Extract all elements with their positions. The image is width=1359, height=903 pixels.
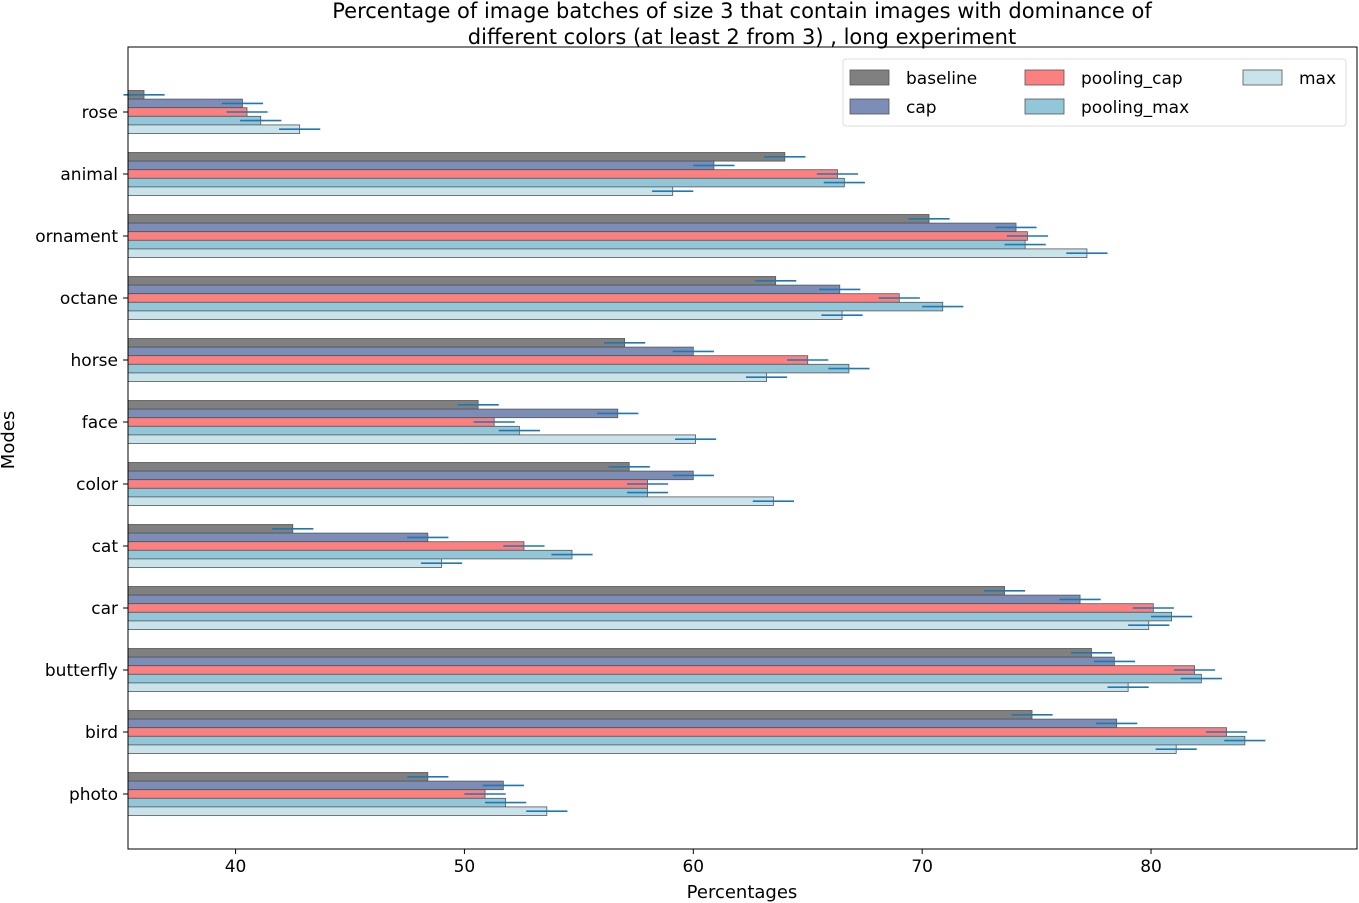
bar-baseline-animal: [127, 152, 786, 162]
y-tick-label: photo: [69, 785, 118, 805]
y-tick-label: color: [76, 475, 118, 495]
bar-baseline-horse: [127, 338, 626, 348]
x-axis-label: Percentages: [687, 882, 798, 903]
bar-max-color: [127, 496, 774, 506]
x-tick-label: 80: [1140, 857, 1162, 877]
bar-max-car: [127, 620, 1150, 630]
bar-pooling_cap-animal: [127, 169, 838, 179]
plot-area: 40 50 60 70 80 rose animal ornament octane horse f…: [35, 46, 1358, 877]
bar-pooling_cap-bird: [127, 727, 1227, 737]
bar-max-horse: [127, 372, 767, 382]
bar-cap-photo: [127, 780, 504, 791]
legend-label-max: max: [1299, 69, 1336, 89]
legend-label-pooling_cap: pooling_cap: [1081, 69, 1183, 89]
y-tick-label: octane: [60, 289, 118, 309]
bar-cap-color: [127, 470, 694, 481]
y-tick-label: cat: [92, 537, 119, 557]
bar-baseline-octane: [127, 276, 777, 286]
y-tick-label: rose: [82, 103, 118, 123]
bar-baseline-car: [127, 586, 1005, 596]
legend-swatch-max: [1242, 69, 1283, 86]
y-tick-label: bird: [85, 723, 118, 743]
bar-pooling_cap-cat: [127, 541, 525, 551]
bar-pooling_max-butterfly: [127, 673, 1202, 684]
bar-pooling_cap-face: [127, 417, 495, 427]
legend-label-cap: cap: [906, 98, 937, 118]
bar-baseline-color: [127, 462, 630, 472]
bar-baseline-photo: [127, 772, 429, 782]
y-tick-label: ornament: [35, 227, 118, 247]
bar-max-face: [127, 434, 696, 444]
y-tick-label: animal: [60, 165, 118, 185]
x-tick-label: 70: [911, 857, 933, 877]
x-tick-label: 40: [225, 857, 247, 877]
bar-max-octane: [127, 310, 843, 320]
y-axis-label: Modes: [0, 411, 19, 469]
bar-pooling_max-ornament: [127, 239, 1026, 250]
bar-pooling_max-animal: [127, 177, 845, 188]
bar-pooling_cap-horse: [127, 355, 809, 365]
bar-baseline-bird: [127, 710, 1033, 720]
bar-cap-butterfly: [127, 656, 1115, 667]
chart-title-line-1: Percentage of image batches of size 3 th…: [332, 0, 1152, 23]
bar-pooling_max-cat: [127, 549, 573, 560]
y-tick-label: car: [91, 599, 118, 619]
bar-cap-octane: [127, 284, 841, 295]
bar-max-animal: [127, 186, 674, 196]
bar-max-bird: [127, 744, 1177, 754]
bar-baseline-ornament: [127, 214, 930, 224]
legend-box: [842, 58, 1347, 127]
legend-label-pooling_max: pooling_max: [1081, 98, 1189, 118]
y-tick-label: butterfly: [45, 661, 118, 681]
y-tick-label: horse: [71, 351, 118, 371]
bar-cap-horse: [127, 346, 694, 357]
chart-title-line-2: different colors (at least 2 from 3) , l…: [468, 25, 1016, 49]
bar-pooling_max-color: [127, 487, 648, 498]
bar-max-ornament: [127, 248, 1088, 258]
legend-swatch-pooling_cap: [1024, 69, 1065, 86]
bar-cap-cat: [127, 532, 429, 543]
bar-pooling_cap-ornament: [127, 231, 1028, 241]
bar-pooling_max-octane: [127, 301, 944, 312]
bar-baseline-butterfly: [127, 648, 1092, 658]
bar-pooling_cap-butterfly: [127, 665, 1195, 675]
bar-pooling_max-photo: [127, 797, 507, 808]
bar-max-photo: [127, 806, 548, 816]
legend: baseline cap pooling_cap pooling_max max: [842, 58, 1347, 127]
bar-max-rose: [127, 124, 301, 134]
bar-pooling_cap-car: [127, 603, 1154, 613]
x-tick-label: 60: [682, 857, 704, 877]
bar-max-butterfly: [127, 682, 1129, 692]
bar-pooling_max-car: [127, 611, 1173, 622]
bar-cap-ornament: [127, 222, 1017, 233]
legend-swatch-baseline: [849, 69, 890, 86]
bar-pooling_max-horse: [127, 363, 850, 374]
bar-baseline-cat: [127, 524, 294, 534]
bar-cap-bird: [127, 718, 1118, 729]
bar-cap-car: [127, 594, 1081, 605]
y-tick-label: face: [82, 413, 118, 433]
bar-pooling_cap-photo: [127, 789, 486, 799]
bar-cap-face: [127, 408, 619, 419]
axes-frame: [127, 46, 1358, 850]
bar-cap-animal: [127, 160, 715, 171]
bar-pooling_cap-octane: [127, 293, 900, 303]
legend-label-baseline: baseline: [906, 69, 977, 89]
bar-pooling_max-bird: [127, 735, 1246, 746]
legend-swatch-pooling_max: [1024, 98, 1065, 115]
bar-baseline-face: [127, 400, 479, 410]
bar-pooling_max-face: [127, 425, 520, 436]
bar-pooling_cap-color: [127, 479, 648, 489]
legend-swatch-cap: [849, 98, 890, 115]
bar-max-cat: [127, 558, 442, 568]
x-tick-label: 50: [454, 857, 476, 877]
